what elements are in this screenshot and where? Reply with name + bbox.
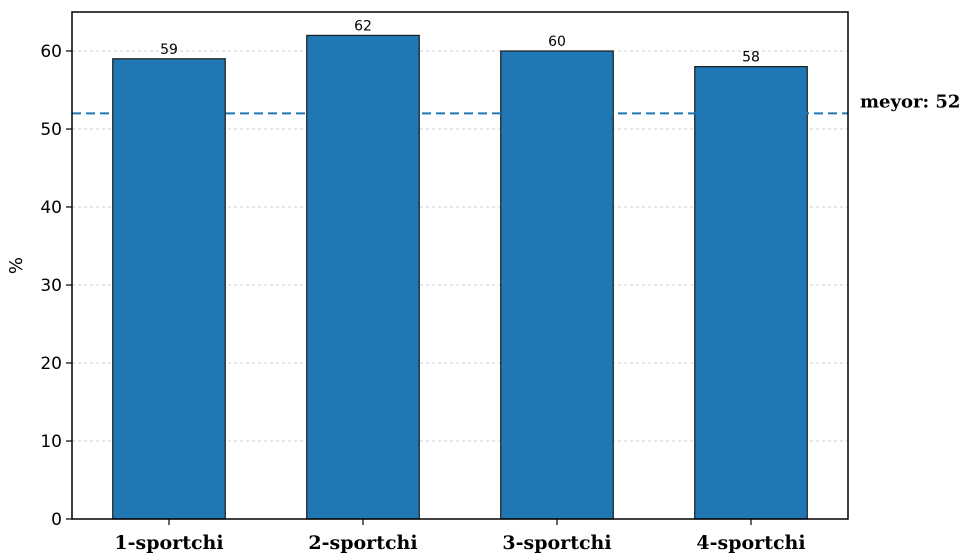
plot-area-frame <box>71 11 849 520</box>
x-axis: 1-sportchi 2-sportchi 3-sportchi 4-sportchi <box>114 519 806 554</box>
bar-4 <box>694 65 808 520</box>
reference-line-group: meyor: 52 <box>72 91 960 115</box>
y-tick-label: 0 <box>51 510 62 530</box>
y-axis-label: % <box>6 257 27 274</box>
x-tick-label: 4-sportchi <box>696 532 805 554</box>
y-tick-label: 30 <box>40 276 62 296</box>
y-tick-label: 50 <box>40 120 62 140</box>
x-tick-label: 2-sportchi <box>308 532 417 554</box>
bar-value-label: 60 <box>548 34 566 50</box>
bar-1 <box>112 58 226 520</box>
y-axis: 0 10 20 30 40 50 60 <box>40 42 72 530</box>
bar-value-label: 62 <box>354 18 372 34</box>
bar-value-label: 59 <box>160 42 178 58</box>
bar-value-label: 58 <box>742 50 760 66</box>
x-tick-label: 3-sportchi <box>502 532 611 554</box>
x-tick-label: 1-sportchi <box>114 532 223 554</box>
y-tick-label: 20 <box>40 354 62 374</box>
y-tick-label: 40 <box>40 198 62 218</box>
bar-2 <box>306 34 420 520</box>
bar-3 <box>500 50 614 520</box>
bars: 59 62 60 58 <box>112 18 808 520</box>
reference-line-label: meyor: 52 <box>860 91 960 112</box>
y-tick-label: 60 <box>40 42 62 62</box>
y-tick-label: 10 <box>40 432 62 452</box>
